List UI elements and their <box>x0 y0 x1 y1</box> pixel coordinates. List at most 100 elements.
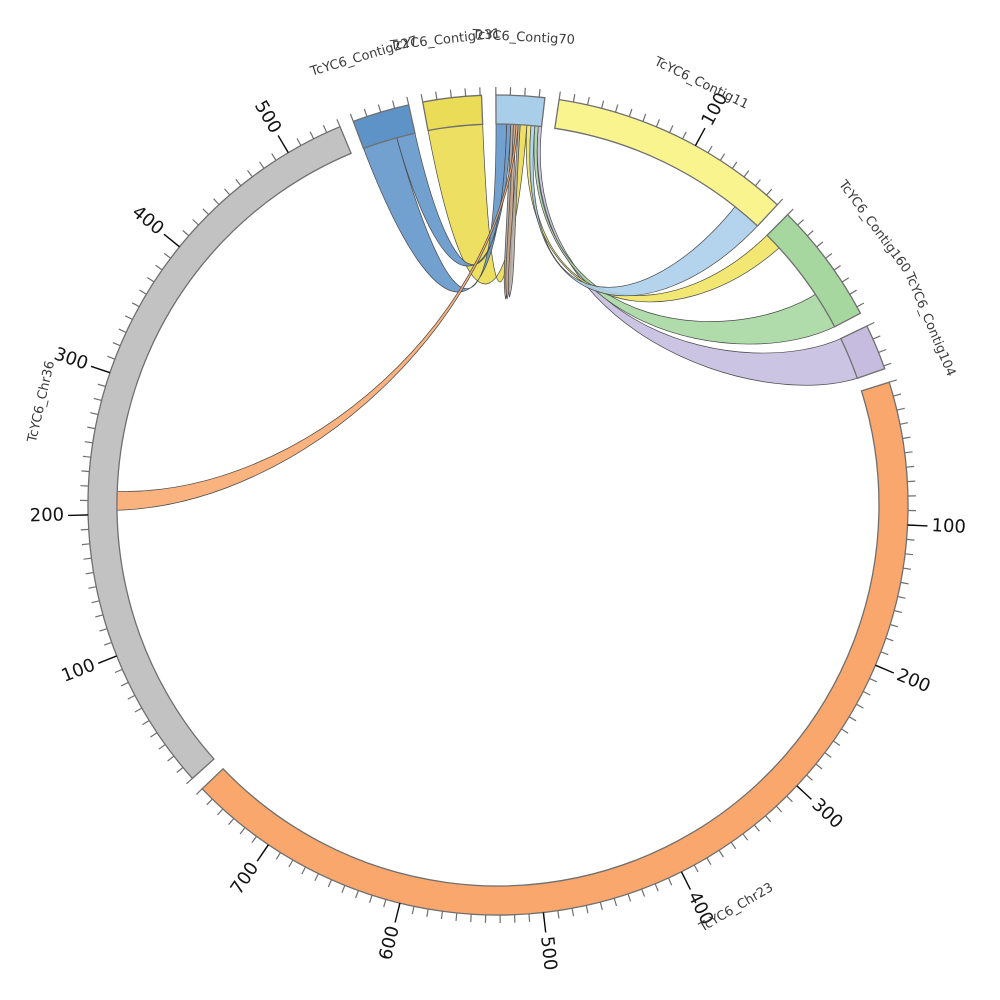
minor-tick <box>271 153 277 161</box>
minor-tick <box>667 877 673 886</box>
tick-label-chr23-600: 600 <box>375 924 404 962</box>
minor-tick <box>682 131 687 140</box>
tick-label-chr23-200: 200 <box>894 664 934 697</box>
segment-label-contig160: TcYC6_Contig160 <box>835 177 914 276</box>
minor-tick <box>848 716 857 722</box>
minor-tick <box>906 465 915 468</box>
minor-tick <box>654 883 659 892</box>
minor-tick <box>907 480 916 483</box>
minor-tick <box>349 113 354 122</box>
tick-label-chr23-300: 300 <box>807 794 846 833</box>
segment-arc-chr23 <box>201 381 909 916</box>
minor-tick <box>158 744 166 750</box>
minor-tick <box>754 179 761 187</box>
minor-tick <box>706 857 712 866</box>
major-tick <box>907 524 928 527</box>
minor-tick <box>363 108 368 117</box>
segment-label-contig231: TcYC6_Contig231 <box>389 26 502 53</box>
minor-tick <box>82 455 91 458</box>
minor-tick <box>87 426 96 430</box>
minor-tick <box>872 335 881 340</box>
minor-tick <box>449 89 452 98</box>
minor-tick <box>80 528 89 531</box>
minor-tick <box>806 774 813 781</box>
minor-tick <box>84 441 93 444</box>
minor-tick <box>776 198 784 206</box>
minor-tick <box>411 906 415 915</box>
tick-label-chr36-200: 200 <box>29 505 64 527</box>
minor-tick <box>202 208 210 216</box>
minor-tick <box>885 637 894 642</box>
minor-tick <box>440 911 444 920</box>
segment-arc-contig70 <box>495 94 546 128</box>
minor-tick <box>464 88 467 97</box>
tick-label-chr36-500: 500 <box>250 97 286 137</box>
minor-tick <box>124 315 133 321</box>
minor-tick <box>275 852 282 860</box>
major-tick <box>796 785 812 800</box>
segment-arc-contig231 <box>421 94 484 132</box>
minor-tick <box>103 641 112 646</box>
minor-tick <box>693 864 699 873</box>
minor-tick <box>743 170 750 178</box>
minor-tick <box>669 125 674 133</box>
minor-tick <box>90 412 99 416</box>
minor-tick <box>85 571 94 575</box>
minor-tick <box>182 230 190 237</box>
minor-tick <box>251 836 257 844</box>
minor-tick <box>247 170 253 178</box>
minor-tick <box>112 342 121 347</box>
minor-tick <box>894 609 903 614</box>
minor-tick <box>730 841 737 850</box>
major-tick <box>163 233 180 248</box>
segment-label-chr36: TcYC6_Chr36 <box>25 359 58 444</box>
minor-tick <box>167 755 175 762</box>
major-tick <box>394 902 401 923</box>
minor-tick <box>719 153 726 161</box>
minor-tick <box>131 302 140 308</box>
minor-tick <box>766 188 773 196</box>
major-tick <box>680 871 692 890</box>
minor-tick <box>753 824 760 832</box>
minor-tick <box>470 914 472 923</box>
minor-tick <box>118 328 127 334</box>
minor-tick <box>95 614 104 618</box>
minor-tick <box>235 179 242 187</box>
minor-tick <box>195 788 203 795</box>
minor-tick <box>899 422 908 425</box>
minor-tick <box>186 777 193 785</box>
minor-tick <box>878 348 887 353</box>
minor-tick <box>327 879 333 888</box>
minor-tick <box>906 538 915 541</box>
major-tick <box>542 912 547 933</box>
major-tick <box>90 365 111 374</box>
minor-tick <box>824 752 832 758</box>
minor-tick <box>731 161 738 169</box>
ribbons-layer <box>112 119 862 511</box>
minor-tick <box>856 302 865 308</box>
minor-tick <box>627 893 632 902</box>
tick-label-chr36-300: 300 <box>51 344 90 375</box>
minor-tick <box>841 728 849 734</box>
minor-tick <box>571 908 575 917</box>
minor-tick <box>869 677 878 683</box>
tick-label-chr23-100: 100 <box>931 515 966 538</box>
minor-tick <box>259 161 265 169</box>
minor-tick <box>114 668 123 674</box>
minor-tick <box>572 93 576 103</box>
minor-tick <box>528 913 531 922</box>
minor-tick <box>903 567 912 570</box>
minor-tick <box>83 557 92 560</box>
minor-tick <box>538 89 541 98</box>
minor-tick <box>435 91 438 100</box>
minor-tick <box>139 289 147 295</box>
minor-tick <box>585 905 589 914</box>
minor-tick <box>150 732 158 738</box>
minor-tick <box>558 91 561 100</box>
minor-tick <box>369 895 373 903</box>
minor-tick <box>524 87 526 96</box>
minor-tick <box>288 859 294 868</box>
minor-tick <box>309 131 315 140</box>
major-tick <box>694 127 706 147</box>
